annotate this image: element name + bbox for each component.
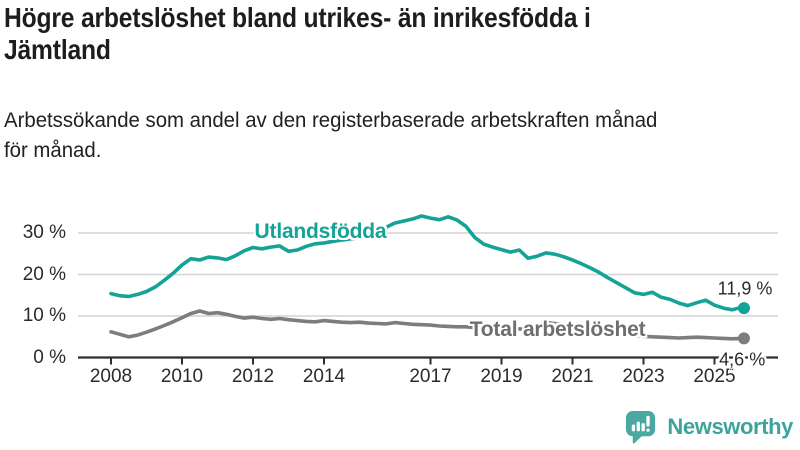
series-label-total: Total arbetslöshet [469, 318, 646, 342]
y-tick-label: 20 % [22, 263, 66, 285]
x-tick-label: 2021 [551, 366, 594, 387]
x-tick-label: 2008 [89, 366, 133, 387]
page-subtitle: Arbetssökande som andel av den registerb… [4, 109, 658, 162]
x-tick-label: 2014 [302, 366, 346, 387]
x-tick-label: 2010 [160, 366, 204, 387]
newsworthy-logo-text: Newsworthy [667, 413, 793, 439]
x-tick-label: 2019 [480, 366, 523, 387]
newsworthy-logo-icon [626, 410, 656, 444]
y-tick-label: 10 % [22, 305, 66, 326]
end-value-utlandsfodda: 11,9 % [717, 278, 773, 299]
y-tick-label: 30 % [22, 222, 66, 243]
y-tick-label: 0 % [33, 346, 66, 368]
newsworthy-logo: Newsworthy [624, 408, 793, 445]
x-tick-label: 2017 [409, 366, 452, 387]
x-tick-label: 2025 [693, 366, 736, 387]
end-value-total: 4,6 % [719, 349, 766, 370]
page-title: Högre arbetslöshet bland utrikes- än inr… [4, 2, 591, 65]
x-tick-label: 2012 [231, 366, 275, 387]
series-label-utlandsfodda: Utlandsfödda [254, 220, 387, 244]
x-tick-label: 2023 [622, 366, 665, 387]
